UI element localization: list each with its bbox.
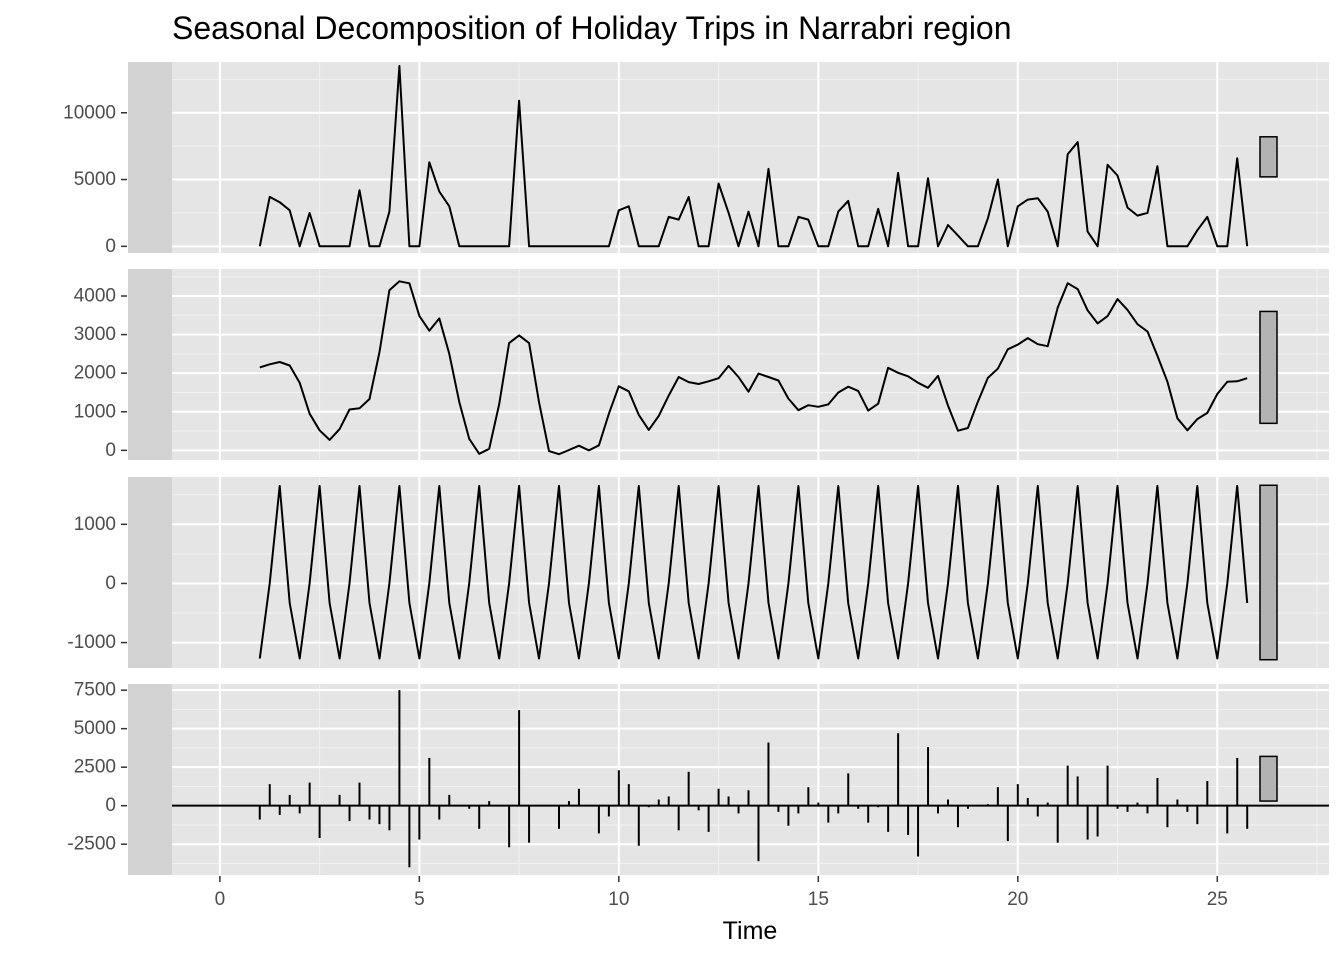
trend-scale-bar bbox=[1259, 310, 1278, 425]
data-y-tick-label: 5000 bbox=[74, 169, 116, 190]
remainder-y-tick-label: 2500 bbox=[74, 757, 116, 778]
seasonal-strip bbox=[128, 477, 172, 668]
trend-plot-background bbox=[172, 269, 1329, 460]
remainder-y-tick-label: -2500 bbox=[67, 834, 116, 855]
remainder-strip bbox=[128, 684, 172, 875]
seasonal-scale-bar bbox=[1259, 484, 1278, 661]
x-tick-label: 10 bbox=[608, 889, 629, 910]
trend-y-tick-label: 0 bbox=[105, 440, 116, 461]
seasonal-series-line bbox=[258, 484, 1249, 660]
trend-series-line bbox=[259, 280, 1248, 456]
x-axis: 0 5 10 15 20 25 bbox=[215, 876, 1228, 910]
remainder-y-tick-label: 5000 bbox=[74, 718, 116, 739]
data-strip bbox=[128, 62, 172, 253]
remainder-scale-bar bbox=[1259, 755, 1278, 802]
seasonal-y-tick-label: -1000 bbox=[67, 632, 116, 653]
seasonal-y-tick-label: 0 bbox=[105, 573, 116, 594]
panel-data: 0 5000 10000 bbox=[63, 62, 1329, 257]
panels-layer: 0 5000 10000 0 1000 2000 3000 4000 -1000 0 1000 -25… bbox=[63, 62, 1329, 875]
chart-title: Seasonal Decomposition of Holiday Trips … bbox=[172, 10, 1012, 46]
remainder-y-tick-label: 7500 bbox=[74, 680, 116, 701]
remainder-y-tick-label: 0 bbox=[105, 795, 116, 816]
data-series-line bbox=[258, 65, 1249, 248]
panel-remainder: -2500 0 2500 5000 7500 bbox=[67, 680, 1329, 875]
x-axis-title: Time bbox=[723, 917, 778, 945]
x-tick-label: 15 bbox=[808, 889, 829, 910]
trend-y-tick-label: 1000 bbox=[74, 401, 116, 422]
x-tick-label: 0 bbox=[215, 889, 226, 910]
trend-strip bbox=[128, 269, 172, 460]
trend-y-tick-label: 2000 bbox=[74, 363, 116, 384]
data-plot-background bbox=[172, 62, 1329, 253]
data-y-tick-label: 10000 bbox=[63, 102, 116, 123]
trend-y-tick-label: 4000 bbox=[74, 286, 116, 307]
data-scale-bar bbox=[1259, 136, 1278, 178]
panel-seasonal: -1000 0 1000 bbox=[67, 477, 1329, 668]
data-y-tick-label: 0 bbox=[105, 236, 116, 257]
x-tick-label: 25 bbox=[1207, 889, 1228, 910]
remainder-plot-background bbox=[172, 684, 1329, 875]
panel-trend: 0 1000 2000 3000 4000 bbox=[74, 269, 1329, 461]
x-tick-label: 20 bbox=[1007, 889, 1028, 910]
seasonal-y-tick-label: 1000 bbox=[74, 514, 116, 535]
x-tick-label: 5 bbox=[414, 889, 425, 910]
trend-y-tick-label: 3000 bbox=[74, 324, 116, 345]
